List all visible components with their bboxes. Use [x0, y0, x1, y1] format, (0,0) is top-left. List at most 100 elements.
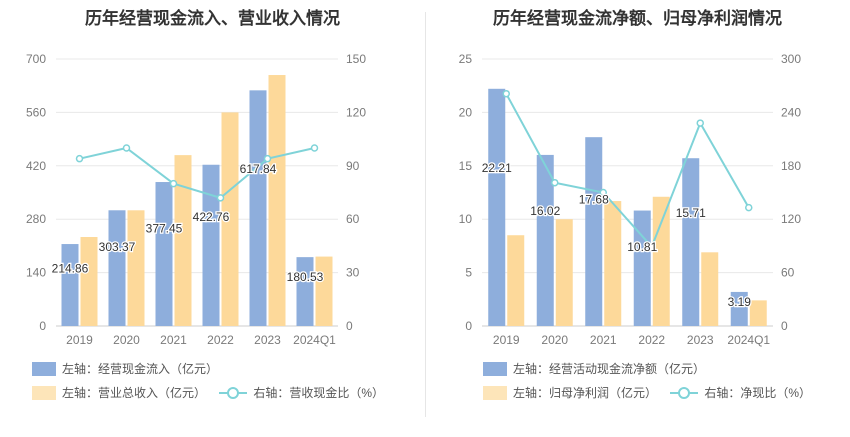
- bar-primary: [730, 291, 748, 326]
- ratio-line: [505, 93, 750, 249]
- bar-primary: [585, 137, 603, 326]
- bar-secondary: [80, 237, 98, 326]
- y-tick-right: 30: [346, 266, 360, 280]
- x-tick: 2022: [638, 333, 665, 347]
- bar-primary: [155, 182, 173, 326]
- legend-item-net-cashflow[interactable]: 左轴：经营活动现金流净额（亿元）: [483, 360, 705, 377]
- legend-swatch: [483, 361, 507, 376]
- y-tick-left: 15: [459, 159, 473, 173]
- bar-secondary: [749, 300, 767, 326]
- legend: 左轴：经营活动现金流净额（亿元）: [483, 360, 715, 379]
- y-tick-right: 120: [346, 105, 366, 119]
- y-tick-left: 280: [26, 212, 46, 226]
- y-tick-right: 300: [781, 52, 801, 66]
- bar-secondary: [268, 75, 286, 327]
- legend-item-net-cash-ratio[interactable]: 右轴：净现比（%）: [670, 384, 811, 401]
- ratio-point: [599, 188, 607, 197]
- y-tick-left: 140: [26, 266, 46, 280]
- x-tick: 2020: [541, 333, 568, 347]
- x-tick: 2020: [113, 333, 140, 347]
- bar-secondary: [701, 252, 719, 326]
- ratio-point: [122, 144, 131, 152]
- bar-primary: [108, 210, 126, 326]
- ratio-point: [696, 119, 704, 127]
- data-label: 180.53: [287, 270, 324, 284]
- chart-title: 历年经营现金流入、营业收入情况: [85, 9, 340, 28]
- y-tick-left: 5: [465, 266, 472, 280]
- ratio-point: [263, 154, 272, 163]
- ratio-point: [310, 144, 319, 152]
- ratio-line: [79, 146, 315, 199]
- ratio-point: [216, 194, 225, 202]
- data-label: 617.84: [240, 162, 277, 176]
- legend-label: 左轴：营业总收入（亿元）: [62, 386, 207, 400]
- legend: 左轴：营业总收入（亿元） 右轴：营收现金比（%）: [32, 384, 394, 403]
- bar-secondary: [555, 219, 573, 326]
- bar-secondary: [507, 235, 525, 326]
- x-tick: 2021: [590, 333, 617, 347]
- y-tick-left: 10: [459, 212, 473, 226]
- y-tick-left: 420: [26, 159, 46, 173]
- y-tick-right: 0: [781, 319, 788, 333]
- legend-line-icon: [219, 386, 248, 400]
- y-tick-right: 150: [346, 52, 366, 66]
- y-tick-right: 180: [781, 159, 801, 173]
- chart-plot-left: 0 0 140 30 280 60 420 90 560 120 700 150 2019 2020 202…: [26, 52, 366, 347]
- x-tick: 2023: [687, 333, 714, 347]
- ratio-point: [169, 179, 178, 188]
- legend-label: 左轴：归母净利润（亿元）: [513, 386, 658, 400]
- data-label: 22.21: [482, 161, 512, 175]
- y-tick-left: 560: [26, 105, 46, 119]
- panel-divider: [425, 12, 426, 417]
- bar-primary: [633, 210, 651, 326]
- bar-primary: [536, 154, 554, 326]
- legend-line-icon: [670, 386, 699, 400]
- data-label: 17.68: [579, 192, 609, 206]
- legend-swatch: [483, 385, 507, 400]
- bar-secondary: [174, 155, 192, 326]
- y-tick-right: 60: [781, 266, 795, 280]
- ratio-point: [502, 89, 510, 98]
- legend-label: 左轴：经营现金流入（亿元）: [62, 362, 219, 376]
- chart-panel-left: 历年经营现金流入、营业收入情况 0 0 140 30 280 60 420 90 560 120 7…: [26, 9, 394, 403]
- y-tick-right: 240: [781, 105, 801, 119]
- legend-item-revenue[interactable]: 左轴：营业总收入（亿元）: [32, 384, 206, 401]
- x-tick: 2024Q1: [727, 333, 770, 347]
- ratio-point: [745, 203, 753, 212]
- bar-primary: [61, 244, 79, 326]
- x-tick: 2023: [254, 333, 281, 347]
- y-tick-right: 90: [346, 159, 360, 173]
- legend-item-ratio[interactable]: 右轴：营收现金比（%）: [219, 384, 384, 401]
- data-label: 377.45: [146, 221, 183, 235]
- legend-label: 右轴：净现比（%）: [704, 386, 812, 400]
- chart-panel-right: 历年经营现金流净额、归母净利润情况 0 0 5 60 10 120 15 180 20 240 25…: [425, 0, 850, 437]
- bar-primary: [488, 88, 506, 326]
- data-label: 422.76: [193, 210, 230, 224]
- ratio-point: [648, 243, 656, 251]
- legend-label: 右轴：营收现金比（%）: [253, 386, 385, 400]
- y-tick-left: 0: [465, 319, 472, 333]
- bar-secondary: [315, 256, 333, 326]
- data-label: 214.86: [52, 262, 89, 276]
- legend-item-inflow[interactable]: 左轴：经营现金流入（亿元）: [32, 360, 218, 377]
- x-tick: 2019: [493, 333, 520, 347]
- bar-secondary: [652, 196, 670, 326]
- legend-item-net-profit[interactable]: 左轴：归母净利润（亿元）: [483, 384, 657, 401]
- bar-primary: [682, 158, 700, 326]
- bar-primary: [296, 257, 314, 326]
- y-tick-right: 120: [781, 212, 801, 226]
- legend-swatch: [32, 385, 56, 400]
- ratio-point: [551, 178, 559, 187]
- legend-label: 左轴：经营活动现金流净额（亿元）: [513, 362, 706, 376]
- bar-secondary: [221, 112, 239, 327]
- y-tick-left: 0: [39, 319, 46, 333]
- legend-swatch: [32, 361, 56, 376]
- data-label: 3.19: [728, 295, 752, 309]
- ratio-point: [75, 154, 84, 163]
- y-tick-right: 60: [346, 212, 360, 226]
- y-tick-left: 20: [459, 105, 473, 119]
- bar-primary: [249, 90, 267, 327]
- chart-plot-right: 0 0 5 60 10 120 15 180 20 240 25 300 2019 2020 2021 202…: [459, 52, 802, 347]
- y-tick-left: 700: [26, 52, 46, 66]
- y-tick-right: 0: [346, 319, 353, 333]
